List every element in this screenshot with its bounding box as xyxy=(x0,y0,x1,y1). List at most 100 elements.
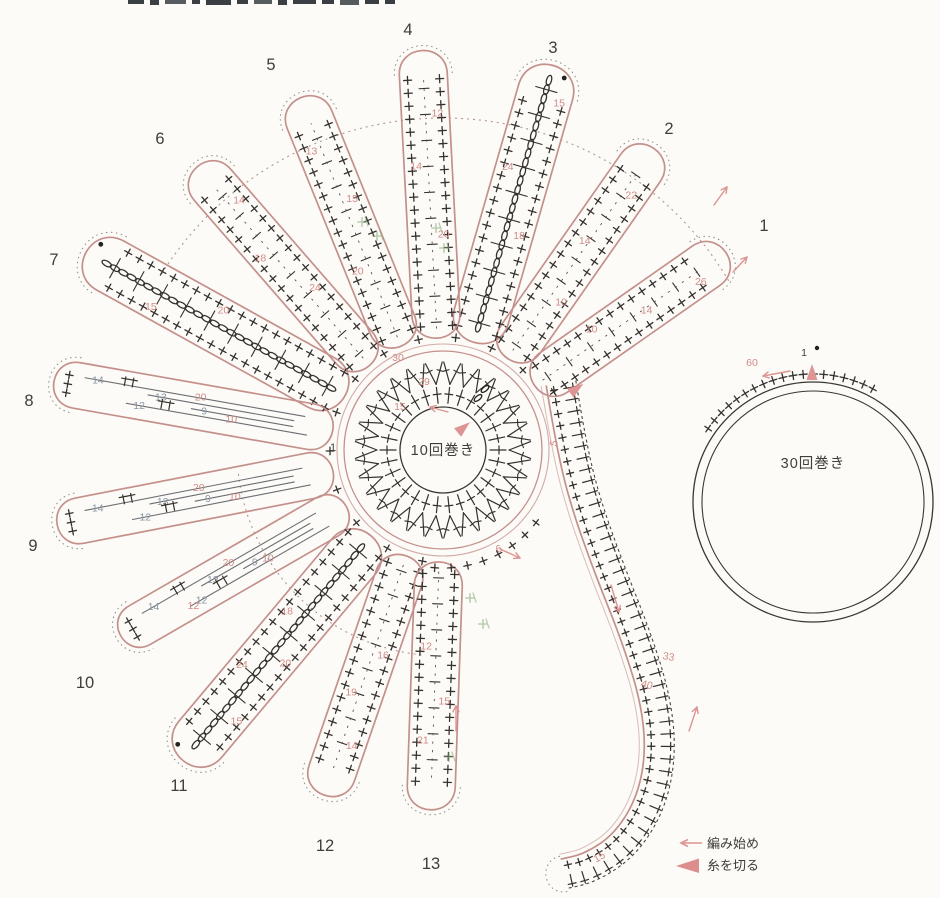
svg-text:14: 14 xyxy=(410,161,422,173)
svg-text:19: 19 xyxy=(345,687,357,699)
svg-text:30: 30 xyxy=(392,352,404,364)
svg-text:15: 15 xyxy=(394,401,406,413)
svg-text:5: 5 xyxy=(548,439,561,448)
petal-13: 12 15 21 13 xyxy=(401,561,464,873)
svg-text:20: 20 xyxy=(195,392,207,404)
direction-arrows xyxy=(429,186,818,732)
svg-text:15: 15 xyxy=(145,301,157,313)
svg-text:6: 6 xyxy=(155,130,164,148)
ring-winding-label: 30回巻き xyxy=(781,455,846,472)
svg-text:14: 14 xyxy=(346,740,358,752)
svg-text:2: 2 xyxy=(664,120,673,138)
svg-text:4: 4 xyxy=(403,21,412,39)
legend-start-label: 編み始め xyxy=(707,836,759,851)
svg-text:10: 10 xyxy=(76,674,94,692)
svg-text:14: 14 xyxy=(641,304,653,316)
svg-text:14: 14 xyxy=(579,235,591,247)
svg-text:12: 12 xyxy=(133,400,145,412)
svg-text:12: 12 xyxy=(139,512,151,524)
svg-text:18: 18 xyxy=(281,605,293,617)
svg-text:9: 9 xyxy=(201,405,207,417)
legend: 編み始め 糸を切る xyxy=(676,836,759,873)
svg-text:15: 15 xyxy=(553,98,565,110)
svg-text:40: 40 xyxy=(640,678,655,693)
petal-3: 18 24 15 3 xyxy=(452,39,580,345)
green-print-marks xyxy=(356,216,490,763)
svg-text:1: 1 xyxy=(759,217,768,235)
svg-text:10: 10 xyxy=(586,323,598,335)
svg-text:21: 21 xyxy=(417,735,429,747)
svg-text:12: 12 xyxy=(420,640,432,652)
svg-text:20: 20 xyxy=(218,304,230,316)
petal-5: 20 15 13 5 xyxy=(266,56,418,349)
svg-text:12: 12 xyxy=(188,600,200,612)
center-winding-label: 10回巻き xyxy=(411,442,476,459)
svg-text:15: 15 xyxy=(591,849,607,865)
clipped-header-text xyxy=(128,0,395,5)
svg-text:15: 15 xyxy=(438,696,450,708)
start-arrow-icon xyxy=(679,838,702,848)
svg-text:6: 6 xyxy=(494,542,504,555)
svg-text:13: 13 xyxy=(306,146,318,158)
petal-1: 10 14 26 1 xyxy=(529,217,769,398)
svg-text:16: 16 xyxy=(377,649,389,661)
svg-text:33: 33 xyxy=(662,650,676,664)
svg-text:7: 7 xyxy=(49,251,58,269)
svg-text:13: 13 xyxy=(155,392,167,404)
svg-text:22: 22 xyxy=(625,190,637,202)
svg-text:20: 20 xyxy=(352,266,364,278)
petal-9: 14 13 9 12 20 10 9 xyxy=(28,451,335,555)
petal-4: 20 14 12 4 xyxy=(393,21,461,339)
petal-7: 20 15 7 xyxy=(49,231,350,412)
svg-text:18: 18 xyxy=(255,253,267,265)
svg-text:12: 12 xyxy=(432,108,444,120)
petal-6: 24 18 14 6 xyxy=(155,130,379,373)
svg-text:11: 11 xyxy=(170,777,187,795)
svg-text:14: 14 xyxy=(92,375,104,387)
svg-text:10: 10 xyxy=(262,552,274,564)
svg-text:24: 24 xyxy=(309,282,321,294)
petal-12: 16 19 14 12 xyxy=(302,553,424,855)
svg-text:13: 13 xyxy=(207,574,219,586)
svg-text:8: 8 xyxy=(24,392,33,410)
svg-text:12: 12 xyxy=(196,594,208,606)
svg-text:60: 60 xyxy=(746,357,758,369)
legend-cut-label: 糸を切る xyxy=(707,858,759,873)
svg-text:3: 3 xyxy=(548,39,557,57)
svg-text:14: 14 xyxy=(233,195,245,207)
svg-text:1: 1 xyxy=(330,442,336,454)
svg-text:24: 24 xyxy=(236,659,248,671)
svg-text:26: 26 xyxy=(695,276,707,288)
svg-text:9: 9 xyxy=(205,493,211,505)
svg-text:24: 24 xyxy=(502,161,514,173)
svg-text:10: 10 xyxy=(225,413,237,425)
svg-text:20: 20 xyxy=(193,482,205,494)
petal-8: 14 13 9 12 20 10 8 xyxy=(24,356,334,451)
svg-text:13: 13 xyxy=(157,496,169,508)
svg-text:20: 20 xyxy=(438,228,450,240)
svg-text:9: 9 xyxy=(252,557,258,569)
svg-text:1: 1 xyxy=(801,347,807,359)
svg-text:10: 10 xyxy=(555,297,567,309)
svg-text:13: 13 xyxy=(422,855,440,873)
winding-ring: 60 1 xyxy=(692,345,934,623)
svg-text:15: 15 xyxy=(346,193,358,205)
svg-text:9: 9 xyxy=(28,537,37,555)
svg-text:12: 12 xyxy=(316,837,334,855)
svg-text:15: 15 xyxy=(231,716,243,728)
svg-text:14: 14 xyxy=(148,601,160,613)
svg-text:5: 5 xyxy=(266,56,275,74)
svg-text:18: 18 xyxy=(513,230,525,242)
petal-10: 14 13 9 12 20 10 12 10 xyxy=(76,493,350,692)
svg-text:20: 20 xyxy=(279,657,291,669)
cut-thread-arrow-icon xyxy=(676,858,699,873)
svg-text:10: 10 xyxy=(229,491,241,503)
svg-text:29: 29 xyxy=(418,376,430,388)
svg-text:20: 20 xyxy=(223,557,235,569)
svg-text:14: 14 xyxy=(92,502,104,514)
petal-11: 18 20 24 15 11 xyxy=(166,527,383,795)
